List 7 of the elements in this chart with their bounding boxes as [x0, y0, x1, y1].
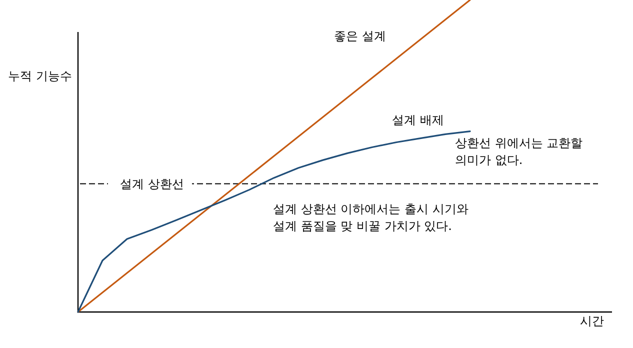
text: 시간 — [580, 314, 604, 328]
y-axis-title: 누적 기능수 — [8, 69, 72, 83]
annotation: 상환선 위에서는 교환할 의미가 없다. — [455, 136, 583, 167]
series-label: 설계 배제 — [392, 113, 444, 127]
annotation: 설계 상환선 이하에서는 출시 시기와 설계 품질을 맞 비꿀 가치가 있다. — [273, 202, 468, 233]
ref-line-label: 설계 상환선 — [120, 176, 184, 191]
series-label: 좋은 설계 — [334, 29, 386, 43]
